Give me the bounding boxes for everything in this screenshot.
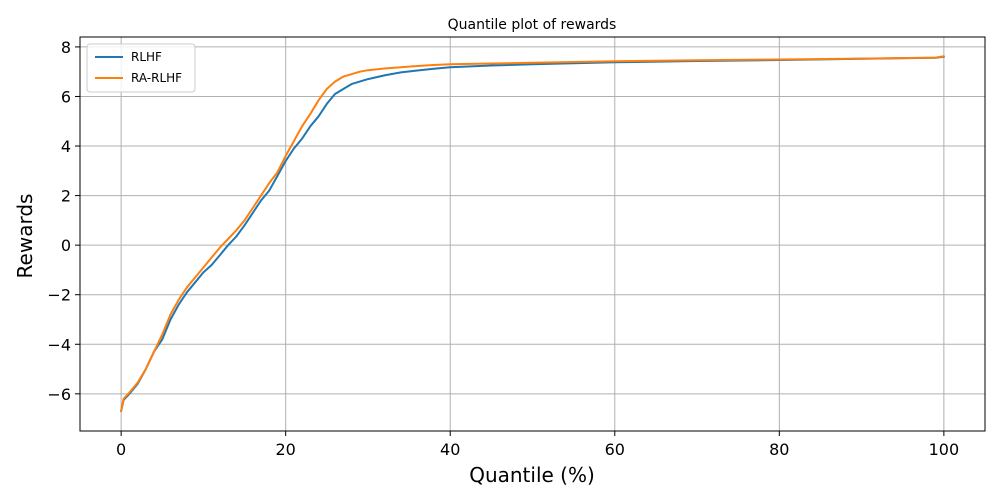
legend-label-rlhf: RLHF <box>131 50 162 64</box>
x-tick-label: 60 <box>605 440 625 459</box>
plot-frame <box>79 36 986 432</box>
x-tick-label: 20 <box>276 440 296 459</box>
y-tick-label: 4 <box>61 137 71 156</box>
x-tick-label: 40 <box>440 440 460 459</box>
y-tick-label: −4 <box>47 335 71 354</box>
series-line-ra-rlhf <box>120 55 945 413</box>
series-line-rlhf <box>120 55 945 413</box>
y-axis-label: Rewards <box>13 194 37 279</box>
x-tick-label: 80 <box>769 440 789 459</box>
chart-title: Quantile plot of rewards <box>448 17 617 33</box>
y-tick-label: −2 <box>47 286 71 305</box>
y-tick-label: −6 <box>47 385 71 404</box>
y-tick-label: 2 <box>61 187 71 206</box>
legend: RLHF RA-RLHF <box>86 43 196 93</box>
series-layer <box>120 55 945 413</box>
x-axis-label: Quantile (%) <box>469 463 595 487</box>
y-tick-label: 0 <box>61 236 71 255</box>
x-tick-label: 100 <box>929 440 960 459</box>
grid <box>80 37 985 431</box>
x-tick-label: 0 <box>116 440 126 459</box>
ticks: 0 20 40 60 80 100 −6 −4 −2 0 2 4 6 8 <box>47 38 959 459</box>
y-tick-label: 8 <box>61 38 71 57</box>
y-tick-label: 6 <box>61 87 71 106</box>
legend-label-ra-rlhf: RA-RLHF <box>131 71 182 85</box>
